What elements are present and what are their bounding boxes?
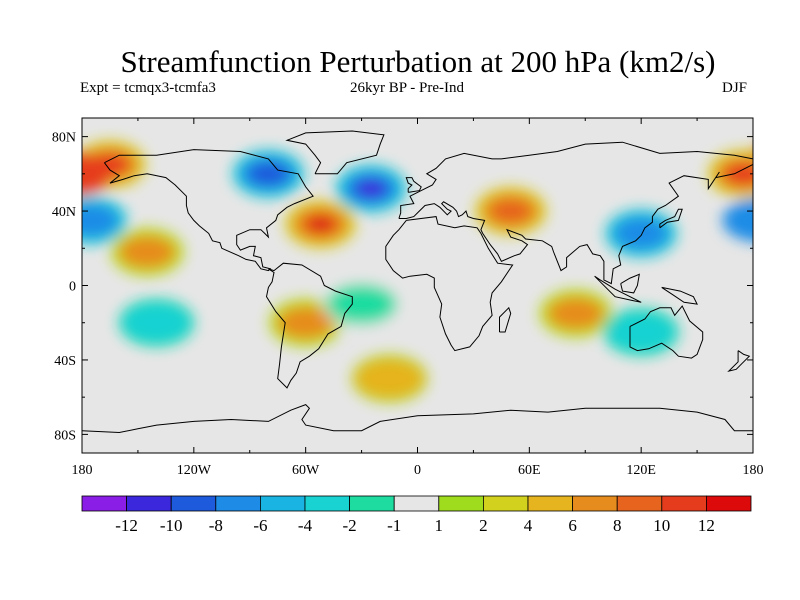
field-blob [548, 297, 604, 330]
field-blob [326, 284, 397, 325]
coast-australia [629, 305, 704, 359]
colorbar-label: 10 [653, 516, 670, 535]
axis-ticks: 80N 40N 0 40S 80S 180 120W 60W 0 60E 120E 180 [52, 118, 764, 478]
lon-label: 120E [626, 463, 656, 478]
lat-label: 40S [54, 354, 76, 369]
field-blob [722, 198, 753, 242]
field-blob [307, 216, 335, 232]
colorbar-label: 6 [568, 516, 577, 535]
colorbar-box [661, 495, 707, 512]
colorbar-label: 2 [479, 516, 488, 535]
coast-eurasia [398, 141, 753, 285]
coast-south-america [265, 262, 353, 389]
lat-label: 40N [52, 205, 76, 220]
field-blob [119, 236, 175, 268]
lon-label: 0 [414, 463, 421, 478]
field-blob [82, 208, 112, 233]
colorbar-label: 4 [524, 516, 533, 535]
lon-label: 180 [72, 463, 93, 478]
season-label: DJF [722, 80, 748, 96]
coast-greenland [285, 130, 385, 175]
colorbar-box [438, 495, 484, 512]
colorbar-box [349, 495, 395, 512]
colorbar-label: -1 [387, 516, 401, 535]
field-blob [121, 302, 192, 343]
coast-new-zealand [727, 350, 751, 373]
coast-africa [385, 216, 514, 352]
colorbar-box [170, 495, 217, 512]
colorbar-box [126, 495, 172, 512]
experiment-label: Expt = tcmqx3-tcmfa3 [80, 80, 216, 96]
coast-madagascar [499, 306, 512, 333]
colorbar-label: -4 [298, 516, 313, 535]
colorbar-box [482, 495, 529, 512]
field-background [82, 118, 753, 453]
colorbar-label: -10 [160, 516, 183, 535]
lat-label: 80N [52, 131, 76, 146]
field-blob [357, 181, 385, 197]
chart-title: Streamfunction Perturbation at 200 hPa (… [120, 44, 716, 79]
colorbar-box [706, 495, 752, 512]
colorbar-label: 8 [613, 516, 622, 535]
period-label: 26kyr BP - Pre-Ind [350, 80, 465, 96]
coast-indonesia [594, 275, 642, 303]
coast-uk [405, 177, 422, 193]
colorbar-box [393, 495, 440, 512]
field-blob [247, 162, 289, 186]
colorbar-label: 1 [435, 516, 444, 535]
lon-label: 60E [518, 463, 541, 478]
colorbar-label: -2 [343, 516, 357, 535]
field-blob [606, 312, 677, 352]
lon-label: 60W [292, 463, 320, 478]
field-blob [82, 152, 113, 196]
colorbar-box [616, 495, 663, 512]
coast-new-guinea [661, 286, 698, 305]
colorbar-box [215, 495, 261, 512]
coast-borneo [620, 273, 640, 294]
coast-japan [659, 208, 683, 229]
colorbar-box [81, 495, 127, 512]
colorbar-label: -12 [115, 516, 138, 535]
colorbar-box [572, 495, 618, 512]
colorbar-label: -6 [253, 516, 267, 535]
lat-label: 0 [69, 280, 76, 295]
lat-label: 80S [54, 428, 76, 443]
colorbar-label: -8 [209, 516, 223, 535]
field-blob [490, 199, 532, 223]
colorbar: -12 -10 -8 -6 -4 -2 -1 1 2 4 6 8 10 12 [81, 495, 752, 535]
coast-antarctica [82, 404, 753, 434]
streamfunction-field [82, 118, 753, 453]
field-blob [723, 162, 753, 186]
lon-label: 180 [743, 463, 764, 478]
field-blob [354, 358, 425, 399]
coast-north-america [104, 149, 314, 272]
colorbar-box [527, 495, 573, 512]
field-blob [277, 306, 334, 339]
coastlines [82, 130, 753, 434]
colorbar-box [304, 495, 350, 512]
lon-label: 120W [177, 463, 212, 478]
colorbar-box [259, 495, 306, 512]
colorbar-label: 12 [698, 516, 715, 535]
field-blob [620, 221, 662, 246]
